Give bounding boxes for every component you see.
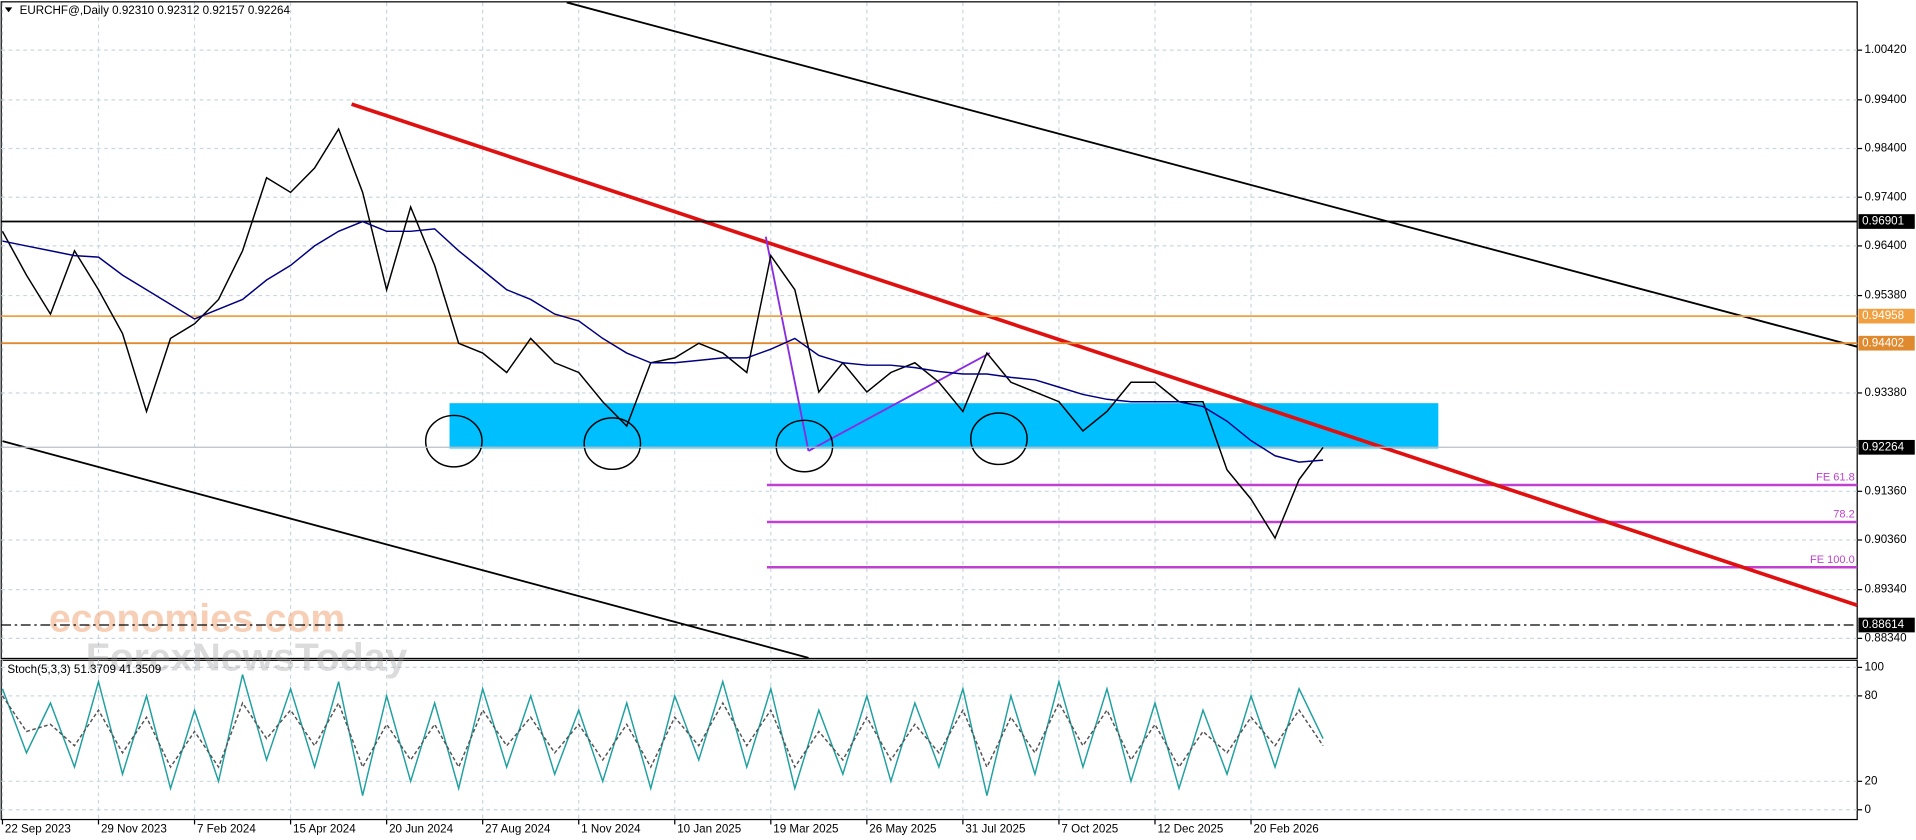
watermark: economies.com	[49, 597, 345, 640]
x-tick-label: 12 Dec 2025	[1157, 822, 1223, 835]
x-tick-label: 31 Jul 2025	[965, 822, 1025, 835]
y-tick-label: 1.00420	[1865, 43, 1908, 56]
price-level-box	[1858, 439, 1915, 455]
trendline	[350, 102, 1858, 607]
marker-ellipse	[583, 417, 642, 471]
trendline	[808, 352, 991, 452]
x-tick-label: 20 Feb 2026	[1253, 822, 1318, 835]
stoch-pane-border	[0, 659, 1858, 821]
menu-arrow[interactable]	[4, 7, 13, 13]
main-pane-border	[0, 1, 1858, 660]
y-tick-label: 0.97400	[1865, 190, 1908, 203]
y-tick-label: 0	[1865, 803, 1872, 816]
marker-ellipse	[775, 419, 834, 473]
price-level-box	[1858, 335, 1915, 351]
price-level-box	[1858, 214, 1915, 229]
series-line	[1, 127, 1324, 540]
stoch-title: Stoch(5,3,3) 51.3709 41.3509	[7, 663, 161, 676]
price-level-label: 0.94958	[1862, 309, 1904, 322]
support-zone	[449, 403, 1439, 449]
x-tick-label: 26 May 2025	[869, 822, 936, 835]
y-tick-label: 100	[1865, 660, 1885, 673]
marks-layer	[1, 127, 1324, 796]
watermark: ForexNewsToday	[86, 637, 408, 680]
series-line	[1, 695, 1324, 769]
x-tick-label: 7 Oct 2025	[1061, 822, 1118, 835]
price-level-box	[1858, 308, 1915, 324]
price-level-label: 0.92264	[1862, 440, 1905, 453]
x-tick-label: 29 Nov 2023	[101, 822, 167, 835]
x-tick-label: 27 Aug 2024	[485, 822, 551, 835]
x-tick-label: 22 Sep 2023	[5, 822, 71, 835]
marker-ellipse	[970, 412, 1028, 466]
y-tick-label: 0.98400	[1865, 142, 1908, 155]
y-tick-label: 0.89340	[1865, 583, 1908, 596]
grid-layer	[1, 2, 1863, 825]
x-tick-label: 15 Apr 2024	[293, 822, 356, 835]
y-tick-label: 0.95380	[1865, 289, 1908, 302]
x-tick-label: 1 Nov 2024	[581, 822, 641, 835]
y-tick-label: 0.90360	[1865, 533, 1908, 546]
price-level-label: 0.94402	[1862, 336, 1904, 349]
y-tick-label: 0.99400	[1865, 93, 1908, 106]
fib-label: FE 100.0	[1810, 554, 1855, 566]
price-level-label: 0.88614	[1862, 618, 1905, 631]
price-level-label: 0.96901	[1862, 215, 1904, 228]
x-tick-label: 20 Jun 2024	[389, 822, 454, 835]
series-line	[2, 220, 1324, 463]
y-tick-label: 80	[1865, 689, 1878, 702]
labels-layer: 22 Sep 2023 29 Nov 2023 7 Feb 2024 15 Apr 2…	[5, 43, 1915, 835]
trendline	[566, 1, 1858, 348]
lines-layer	[2, 1, 1858, 659]
fib-label: 78.2	[1833, 509, 1854, 521]
fib-label: FE 61.8	[1816, 472, 1855, 484]
y-tick-label: 0.93380	[1865, 386, 1908, 399]
price-level-box	[1858, 617, 1915, 633]
levels-layer	[1, 220, 1858, 626]
marker-ellipse	[424, 414, 483, 468]
y-tick-label: 0.91360	[1865, 484, 1908, 497]
y-tick-label: 0.96400	[1865, 239, 1908, 252]
chart-title: EURCHF@,Daily 0.92310 0.92312 0.92157 0.…	[20, 4, 291, 17]
x-tick-label: 10 Jan 2025	[677, 822, 741, 835]
trendline	[2, 440, 809, 659]
series-line	[1, 674, 1324, 796]
y-tick-label: 20	[1865, 774, 1878, 787]
y-tick-label: 0.88340	[1865, 631, 1908, 644]
x-tick-label: 19 Mar 2025	[773, 822, 838, 835]
x-tick-label: 7 Feb 2024	[197, 822, 256, 835]
